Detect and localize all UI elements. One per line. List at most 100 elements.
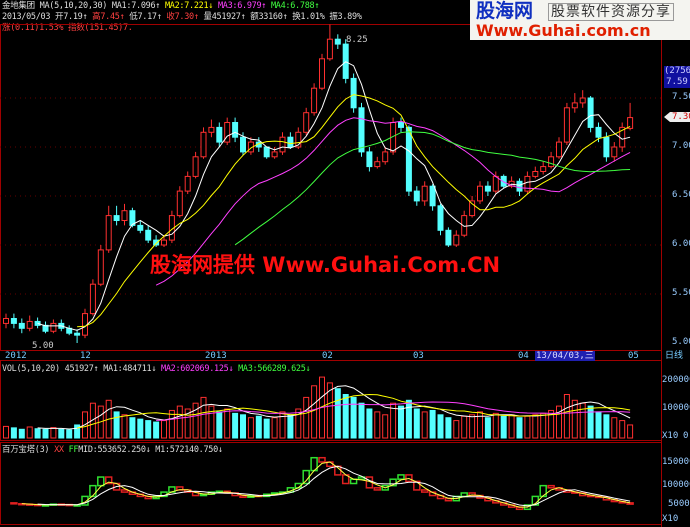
- candle-body: [184, 175, 191, 192]
- candle-body: [421, 185, 428, 202]
- volume-value: 量451927↑: [203, 12, 246, 22]
- candle-body: [524, 175, 531, 192]
- volume-bar: [532, 414, 539, 439]
- index-value: 指数(151.45)7.: [68, 23, 133, 33]
- volume-bar: [500, 415, 507, 439]
- volume-bar: [287, 414, 294, 439]
- tower-mid-line: [21, 461, 631, 508]
- volume-bar: [176, 405, 183, 439]
- candle-body: [200, 131, 207, 158]
- volume-bar: [342, 394, 349, 439]
- candle-body: [595, 126, 602, 138]
- price-ma-line: [234, 131, 631, 246]
- candle-body: [350, 77, 357, 109]
- volume-bar: [548, 409, 555, 439]
- tower-bar: [420, 489, 429, 493]
- amount-value: 额33160↑: [250, 12, 288, 22]
- date-label: 03: [413, 351, 424, 361]
- volume-bar: [192, 402, 199, 439]
- volume-bar: [3, 425, 9, 439]
- candle-body: [477, 185, 483, 202]
- volume-bar: [398, 405, 404, 439]
- ma-spec: MA(5,10,20,30): [39, 1, 108, 11]
- volume-bar: [382, 414, 389, 439]
- tower-tick: 150000: [662, 457, 690, 467]
- period-label[interactable]: 日线: [665, 351, 684, 361]
- volume-bar: [516, 417, 523, 439]
- candle-body: [192, 156, 199, 177]
- vol-unit: X10: [662, 431, 679, 441]
- logo-slogan: 股票软件资源分享: [548, 3, 674, 21]
- stock-name: 金地集团: [2, 1, 35, 11]
- volume-bar: [10, 427, 17, 439]
- volume-bar: [184, 408, 191, 439]
- candle-body: [484, 185, 491, 192]
- volume-bar: [129, 417, 136, 439]
- tower-bar: [302, 469, 310, 485]
- candle-body: [548, 156, 555, 168]
- price-tick: 5.00: [672, 337, 690, 347]
- change-value: 涨(0.11)1.53%: [2, 23, 64, 33]
- date-label: 02: [322, 351, 333, 361]
- candle-body: [627, 117, 634, 129]
- volume-header: VOL(5,10,20) 451927↑ MA1:484711↓ MA2:602…: [2, 364, 311, 374]
- price-header-line1: 金地集团 MA(5,10,20,30) MA1:7.096↑ MA2:7.221…: [2, 1, 319, 11]
- candle-body: [3, 318, 9, 324]
- vol-tick: 100000: [662, 403, 690, 413]
- volume-bar: [18, 428, 25, 439]
- volume-bar: [137, 418, 144, 439]
- volume-bar: [603, 414, 610, 439]
- tower-tick: 100000: [662, 480, 690, 490]
- tower-ff: FF: [68, 445, 79, 455]
- volume-bar: [484, 417, 491, 439]
- volume-bar: [587, 405, 594, 439]
- panel-frame: [0, 24, 662, 351]
- volume-bar: [208, 405, 215, 439]
- tower-tick: 50000: [668, 499, 690, 509]
- volume-ma-line: [156, 401, 631, 421]
- candle-body: [469, 200, 476, 217]
- ma3-value: MA3:6.979↑: [217, 1, 267, 11]
- stock-code: (2756): [664, 66, 690, 76]
- candle-body: [571, 102, 578, 109]
- candle-body: [263, 146, 270, 158]
- tower-bar: [120, 489, 129, 493]
- candle-body: [587, 97, 594, 128]
- candle-body: [161, 239, 167, 246]
- volume-bar: [247, 417, 254, 439]
- candle-body: [129, 210, 136, 226]
- volume-bar: [240, 414, 246, 439]
- price-tick: 7.00: [672, 141, 690, 151]
- tower-bar: [10, 502, 18, 505]
- last-price-tag: 7.30: [664, 112, 690, 122]
- volume-bar: [579, 402, 586, 439]
- price-tick: 6.50: [672, 190, 690, 200]
- volume-bar: [437, 414, 444, 439]
- candle-body: [216, 126, 223, 143]
- candle-body: [97, 249, 104, 285]
- volume-bar: [556, 405, 562, 439]
- volume-bar: [595, 411, 602, 439]
- vol-ma1: MA1:484711↓: [103, 364, 157, 374]
- candle-body: [540, 166, 547, 173]
- tower-mid: MID:553652.250↓: [78, 445, 151, 455]
- tower-xx: XX: [54, 445, 64, 455]
- tower-unit: X10: [662, 514, 679, 524]
- candle-body: [366, 151, 373, 168]
- volume-ma-line: [77, 393, 631, 429]
- candle-body: [113, 215, 120, 222]
- volume-bar: [421, 411, 428, 439]
- volume-bar: [540, 412, 547, 439]
- volume-bar: [216, 411, 223, 439]
- price-tick: 5.50: [672, 288, 690, 298]
- candle-body: [437, 205, 444, 231]
- candle-body: [611, 146, 618, 158]
- volume-bar: [405, 399, 412, 439]
- candle-body: [153, 239, 160, 246]
- turnover-value: 换1.01%: [292, 12, 325, 22]
- candle-body: [374, 161, 381, 168]
- candle-body: [429, 185, 436, 207]
- cursor-date: 13/04/03,三: [535, 351, 595, 361]
